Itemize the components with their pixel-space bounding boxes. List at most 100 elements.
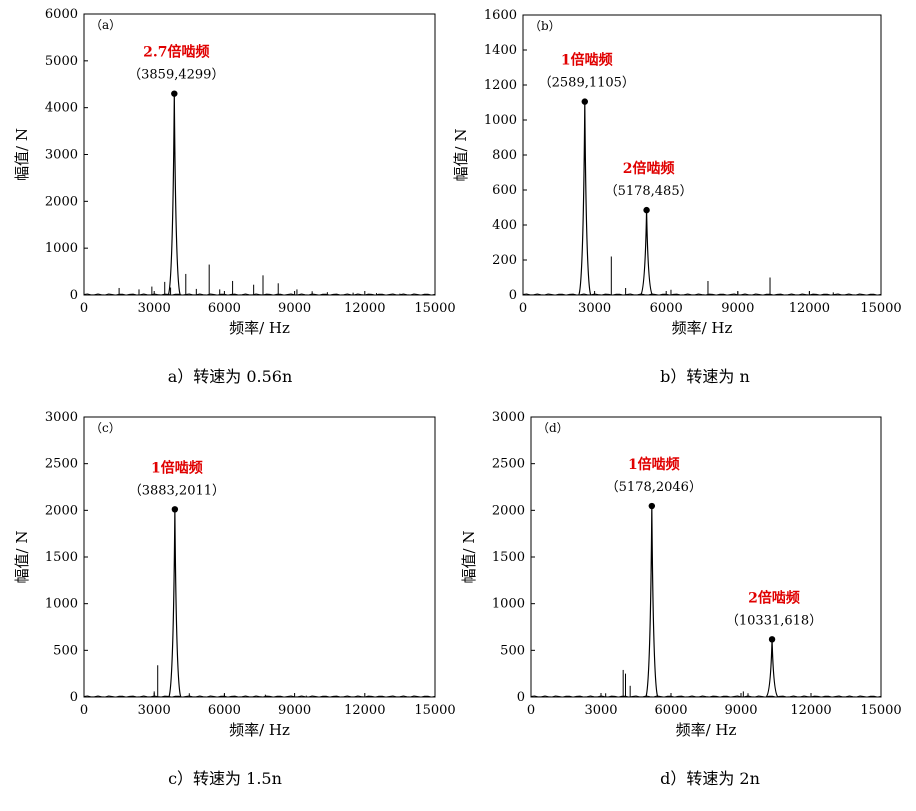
x-tick-label: 0: [80, 301, 88, 316]
peak-coord-label: （2589,1105）: [539, 76, 635, 91]
panel-caption: c）转速为 1.5n: [168, 769, 282, 788]
peak-name-label: 2倍啮频: [748, 589, 800, 606]
peak-coord-label: （10331,618）: [726, 613, 822, 628]
y-tick-label: 500: [53, 643, 78, 658]
x-tick-label: 9000: [278, 703, 311, 718]
x-axis-label: 频率/ Hz: [229, 721, 290, 739]
x-tick-label: 3000: [138, 703, 171, 718]
spectrum-baseline: [522, 293, 882, 296]
spectrum-baseline: [530, 695, 882, 698]
y-tick-label: 3000: [45, 410, 78, 425]
y-tick-label: 0: [70, 690, 78, 705]
x-tick-label: 9000: [721, 301, 754, 316]
panel-label: （c）: [90, 421, 121, 435]
x-tick-label: 3000: [138, 301, 171, 316]
y-tick-label: 1000: [45, 597, 78, 612]
x-tick-label: 3000: [584, 703, 617, 718]
plot-frame: [530, 416, 882, 698]
y-tick-label: 2000: [45, 194, 78, 209]
x-tick-label: 6000: [208, 703, 241, 718]
x-tick-label: 6000: [654, 703, 687, 718]
y-tick-label: 200: [492, 253, 517, 268]
x-tick-label: 15000: [414, 301, 455, 316]
peak-marker: [643, 206, 650, 214]
x-tick-label: 6000: [650, 301, 683, 316]
x-tick-label: 12000: [790, 703, 831, 718]
plot-frame: [83, 416, 436, 698]
peak-coord-label: （5178,485）: [605, 184, 693, 199]
x-axis-label: 频率/ Hz: [672, 319, 733, 337]
peak-line: [167, 93, 181, 296]
x-axis-label: 频率/ Hz: [229, 319, 290, 337]
y-tick-label: 1400: [484, 43, 517, 58]
panel-label: （d）: [537, 421, 569, 435]
peak-line: [578, 101, 592, 296]
y-tick-label: 400: [492, 218, 517, 233]
y-tick-label: 3000: [45, 148, 78, 163]
spectrum-baseline: [83, 695, 436, 698]
x-tick-label: 9000: [278, 301, 311, 316]
y-tick-label: 2000: [492, 503, 525, 518]
peak-name-label: 1倍啮频: [628, 456, 680, 473]
peak-name-label: 2.7倍啮频: [143, 44, 209, 61]
peak-marker: [171, 506, 179, 513]
peak-line: [640, 210, 654, 296]
y-tick-label: 1000: [484, 113, 517, 128]
peak-line: [765, 639, 779, 698]
y-tick-label: 500: [500, 643, 525, 658]
peak-marker: [768, 636, 776, 643]
peak-name-label: 2倍啮频: [623, 160, 675, 177]
y-tick-label: 600: [492, 183, 517, 198]
y-axis-label: 幅值/ N: [460, 531, 478, 584]
x-tick-label: 0: [519, 301, 527, 316]
y-tick-label: 2500: [45, 457, 78, 472]
panel-caption: b）转速为 n: [660, 367, 750, 386]
x-tick-label: 9000: [724, 703, 757, 718]
peak-marker: [581, 98, 588, 105]
panel-label: （a）: [90, 18, 121, 32]
peak-marker: [171, 90, 178, 97]
y-tick-label: 0: [509, 288, 517, 303]
y-tick-label: 1000: [45, 241, 78, 256]
peak-line: [168, 509, 182, 698]
y-tick-label: 2000: [45, 503, 78, 518]
y-tick-label: 1000: [492, 597, 525, 612]
y-tick-label: 1600: [484, 8, 517, 23]
panel-a: 0 3000 6000 9000 12000 15000 0 1000 2000 3000 4000…: [13, 7, 456, 386]
y-tick-label: 1500: [492, 550, 525, 565]
x-tick-label: 15000: [860, 301, 901, 316]
panel-d: 0 3000 6000 9000 12000 15000 0 500 1000 1500 2000 2…: [460, 410, 902, 788]
x-tick-label: 15000: [860, 703, 901, 718]
peak-name-label: 1倍啮频: [561, 52, 613, 69]
x-tick-label: 12000: [789, 301, 830, 316]
y-axis-label: 幅值/ N: [13, 128, 31, 181]
y-tick-label: 5000: [45, 54, 78, 69]
y-tick-label: 6000: [45, 7, 78, 22]
peak-coord-label: （5178,2046）: [606, 480, 702, 495]
x-tick-label: 3000: [578, 301, 611, 316]
y-tick-label: 800: [492, 148, 517, 163]
peak-coord-label: （3883,2011）: [129, 483, 225, 498]
plot-frame: [83, 13, 436, 296]
y-tick-label: 1500: [45, 550, 78, 565]
x-tick-label: 15000: [414, 703, 455, 718]
y-tick-label: 2500: [492, 457, 525, 472]
y-axis-label: 幅值/ N: [452, 129, 470, 182]
peak-line: [645, 506, 659, 698]
x-tick-label: 12000: [344, 703, 385, 718]
x-tick-label: 12000: [344, 301, 385, 316]
panel-caption: a）转速为 0.56n: [168, 367, 293, 386]
y-tick-label: 1200: [484, 78, 517, 93]
panel-caption: d）转速为 2n: [660, 769, 760, 788]
x-tick-label: 0: [527, 703, 535, 718]
x-tick-label: 0: [80, 703, 88, 718]
y-tick-label: 4000: [45, 101, 78, 116]
peak-coord-label: （3859,4299）: [128, 68, 224, 83]
y-tick-label: 3000: [492, 410, 525, 425]
panel-label: （b）: [529, 19, 561, 33]
x-axis-label: 频率/ Hz: [676, 721, 737, 739]
panel-b: 0 3000 6000 9000 12000 15000 0 200 400 600 800 1000…: [452, 8, 902, 386]
x-tick-label: 6000: [208, 301, 241, 316]
y-axis-label: 幅值/ N: [13, 531, 31, 584]
